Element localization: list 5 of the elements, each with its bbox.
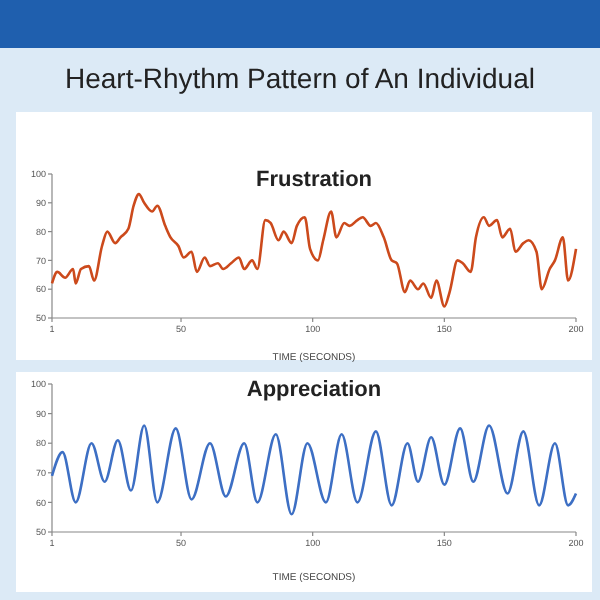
line-series [50, 192, 578, 308]
line-series [50, 424, 578, 516]
chart-title: Appreciation [246, 378, 382, 402]
chart-title: Frustration [255, 168, 373, 192]
text: Heart-Rhythm Pattern of An Individual [64, 62, 536, 94]
